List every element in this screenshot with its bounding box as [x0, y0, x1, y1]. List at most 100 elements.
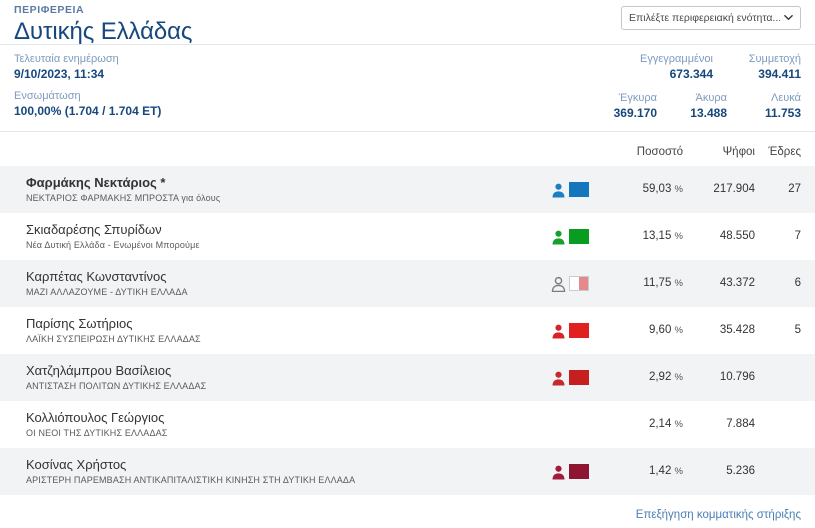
- stats-row-primary: Εγγεγραμμένοι 673.344 Συμμετοχή 394.411: [597, 52, 801, 82]
- registered-stat: Εγγεγραμμένοι 673.344: [629, 52, 713, 82]
- region-kicker: ΠΕΡΙΦΕΡΕΙΑ: [14, 4, 85, 16]
- percent-sign: %: [674, 466, 683, 477]
- table-row[interactable]: Παρίσης Σωτήριος ΛΑΪΚΗ ΣΥΣΠΕΙΡΩΣΗ ΔΥΤΙΚΗΣ…: [0, 307, 815, 354]
- percent-sign: %: [674, 419, 683, 430]
- votes-cell: 35.428: [719, 324, 755, 336]
- summary-stats: Τελευταία ενημέρωση 9/10/2023, 11:34 Ενσ…: [0, 45, 815, 131]
- turnout-stat: Συμμετοχή 394.411: [735, 52, 801, 82]
- seats-cell: 6: [794, 277, 801, 289]
- candidate-cell: Χατζηλάμπρου Βασίλειος ΑΝΤΙΣΤΑΣΗ ΠΟΛΙΤΩΝ …: [14, 362, 551, 393]
- turnout-label: Συμμετοχή: [748, 53, 801, 65]
- swatch-segment: [569, 464, 589, 479]
- votes-cell: 43.372: [719, 277, 755, 289]
- candidate-party: ΛΑΪΚΗ ΣΥΣΠΕΙΡΩΣΗ ΔΥΤΙΚΗΣ ΕΛΛΑΔΑΣ: [26, 334, 201, 344]
- table-row[interactable]: Κοσίνας Χρήστος ΑΡΙΣΤΕΡΗ ΠΑΡΕΜΒΑΣΗ ΑΝΤΙΚΑ…: [0, 448, 815, 495]
- last-update-block: Τελευταία ενημέρωση 9/10/2023, 11:34: [14, 52, 161, 82]
- regional-unit-select-wrapper: Επιλέξτε περιφερειακή ενότητα...: [621, 6, 801, 30]
- seats-cell: 5: [794, 324, 801, 336]
- candidate-cell: Σκιαδαρέσης Σπυρίδων Νέα Δυτική Ελλάδα - …: [14, 221, 551, 252]
- last-update-label: Τελευταία ενημέρωση: [14, 53, 119, 65]
- votes-cell: 217.904: [713, 183, 755, 195]
- person-filled-icon: [551, 229, 566, 245]
- regional-unit-select[interactable]: Επιλέξτε περιφερειακή ενότητα...: [621, 6, 801, 30]
- results-table-header: Ποσοστό Ψήφοι Έδρες: [0, 145, 815, 166]
- last-update-value: 9/10/2023, 11:34: [14, 67, 105, 81]
- party-symbol-cell: [551, 322, 605, 340]
- votes-cell: 5.236: [726, 465, 755, 477]
- invalid-value: 13.488: [690, 106, 727, 120]
- party-symbol-cell: [551, 369, 605, 387]
- party-color-swatch: [569, 276, 589, 291]
- invalid-label: Άκυρα: [695, 92, 727, 104]
- table-row[interactable]: Χατζηλάμπρου Βασίλειος ΑΝΤΙΣΤΑΣΗ ΠΟΛΙΤΩΝ …: [0, 354, 815, 401]
- candidate-party: ΑΡΙΣΤΕΡΗ ΠΑΡΕΜΒΑΣΗ ΑΝΤΙΚΑΠΙΤΑΛΙΣΤΙΚΗ ΚΙΝ…: [26, 475, 356, 485]
- party-color-swatch: [569, 464, 589, 479]
- table-row[interactable]: Φαρμάκης Νεκτάριος * ΝΕΚΤΑΡΙΟΣ ΦΑΡΜΑΚΗΣ Μ…: [0, 166, 815, 213]
- percent-cell: 59,03 %: [642, 183, 683, 195]
- integration-value: 100,00% (1.704 / 1.704 ΕΤ): [14, 104, 162, 118]
- person-outline-icon: [551, 276, 566, 292]
- valid-stat: Έγκυρα 369.170: [597, 91, 657, 121]
- candidate-name: Κολλιόπουλος Γεώργιος: [26, 410, 165, 425]
- candidate-party: ΝΕΚΤΑΡΙΟΣ ΦΑΡΜΑΚΗΣ ΜΠΡΟΣΤΑ για όλους: [26, 193, 221, 203]
- percent-cell: 13,15 %: [642, 230, 683, 242]
- party-support-explanation-link[interactable]: Επεξήγηση κομματικής στήριξης: [635, 509, 801, 521]
- candidate-cell: Κολλιόπουλος Γεώργιος ΟΙ ΝΕΟΙ ΤΗΣ ΔΥΤΙΚΗΣ…: [14, 409, 551, 440]
- swatch-segment: [569, 229, 589, 244]
- integration-block: Ενσωμάτωση 100,00% (1.704 / 1.704 ΕΤ): [14, 89, 161, 119]
- stats-row-secondary: Έγκυρα 369.170 Άκυρα 13.488 Λευκά 11.753: [597, 91, 801, 121]
- blank-stat: Λευκά 11.753: [749, 91, 801, 121]
- votes-cell: 10.796: [719, 371, 755, 383]
- party-color-swatch: [569, 370, 589, 385]
- party-symbol-cell: [551, 416, 605, 434]
- swatch-segment: [579, 277, 588, 290]
- percent-cell: 11,75 %: [643, 277, 683, 289]
- votes-cell: 7.884: [726, 418, 755, 430]
- seats-cell: 7: [794, 230, 801, 242]
- party-color-swatch: [569, 182, 589, 197]
- person-filled-icon: [551, 370, 566, 386]
- candidate-cell: Παρίσης Σωτήριος ΛΑΪΚΗ ΣΥΣΠΕΙΡΩΣΗ ΔΥΤΙΚΗΣ…: [14, 315, 551, 346]
- party-symbol-cell: [551, 181, 605, 199]
- swatch-segment: [569, 370, 589, 385]
- candidate-party: ΟΙ ΝΕΟΙ ΤΗΣ ΔΥΤΙΚΗΣ ΕΛΛΑΔΑΣ: [26, 428, 168, 438]
- seats-cell: 27: [788, 183, 801, 195]
- candidate-party: ΑΝΤΙΣΤΑΣΗ ΠΟΛΙΤΩΝ ΔΥΤΙΚΗΣ ΕΛΛΑΔΑΣ: [26, 381, 207, 391]
- percent-cell: 2,14 %: [648, 418, 683, 430]
- table-row[interactable]: Σκιαδαρέσης Σπυρίδων Νέα Δυτική Ελλάδα - …: [0, 213, 815, 260]
- candidate-name: Καρπέτας Κωνσταντίνος: [26, 269, 167, 284]
- percent-sign: %: [674, 278, 683, 289]
- stats-right-group: Εγγεγραμμένοι 673.344 Συμμετοχή 394.411 …: [597, 52, 801, 121]
- region-header: ΠΕΡΙΦΕΡΕΙΑ Δυτικής Ελλάδας Επιλέξτε περι…: [0, 0, 815, 45]
- percent-sign: %: [674, 325, 683, 336]
- swatch-segment: [570, 277, 579, 290]
- candidate-party: Νέα Δυτική Ελλάδα - Ενωμένοι Μπορούμε: [26, 240, 200, 250]
- registered-label: Εγγεγραμμένοι: [640, 53, 713, 65]
- blank-label: Λευκά: [771, 92, 801, 104]
- turnout-value: 394.411: [758, 67, 801, 81]
- percent-cell: 2,92 %: [648, 371, 683, 383]
- candidate-name: Κοσίνας Χρήστος: [26, 457, 127, 472]
- swatch-segment: [569, 323, 589, 338]
- invalid-stat: Άκυρα 13.488: [679, 91, 727, 121]
- person-filled-icon: [551, 323, 566, 339]
- person-filled-icon: [551, 182, 566, 198]
- registered-value: 673.344: [669, 67, 713, 81]
- stats-left-group: Τελευταία ενημέρωση 9/10/2023, 11:34 Ενσ…: [14, 52, 161, 126]
- blank-value: 11.753: [764, 106, 801, 120]
- results-table: Ποσοστό Ψήφοι Έδρες Φαρμάκης Νεκτάριος *…: [0, 145, 815, 495]
- party-color-swatch: [569, 229, 589, 244]
- percent-sign: %: [674, 184, 683, 195]
- divider: [0, 131, 815, 132]
- table-footer: Επεξήγηση κομματικής στήριξης * νυν περι…: [0, 495, 815, 528]
- integration-label: Ενσωμάτωση: [14, 90, 81, 102]
- votes-cell: 48.550: [719, 230, 755, 242]
- percent-cell: 9,60 %: [648, 324, 683, 336]
- candidate-name: Σκιαδαρέσης Σπυρίδων: [26, 222, 162, 237]
- party-symbol-cell: [551, 275, 605, 293]
- percent-sign: %: [674, 372, 683, 383]
- swatch-segment: [569, 182, 589, 197]
- table-row[interactable]: Καρπέτας Κωνσταντίνος ΜΑΖΙ ΑΛΛΑΖΟΥΜΕ - ΔΥ…: [0, 260, 815, 307]
- table-row[interactable]: Κολλιόπουλος Γεώργιος ΟΙ ΝΕΟΙ ΤΗΣ ΔΥΤΙΚΗΣ…: [0, 401, 815, 448]
- candidate-cell: Φαρμάκης Νεκτάριος * ΝΕΚΤΑΡΙΟΣ ΦΑΡΜΑΚΗΣ Μ…: [14, 174, 551, 205]
